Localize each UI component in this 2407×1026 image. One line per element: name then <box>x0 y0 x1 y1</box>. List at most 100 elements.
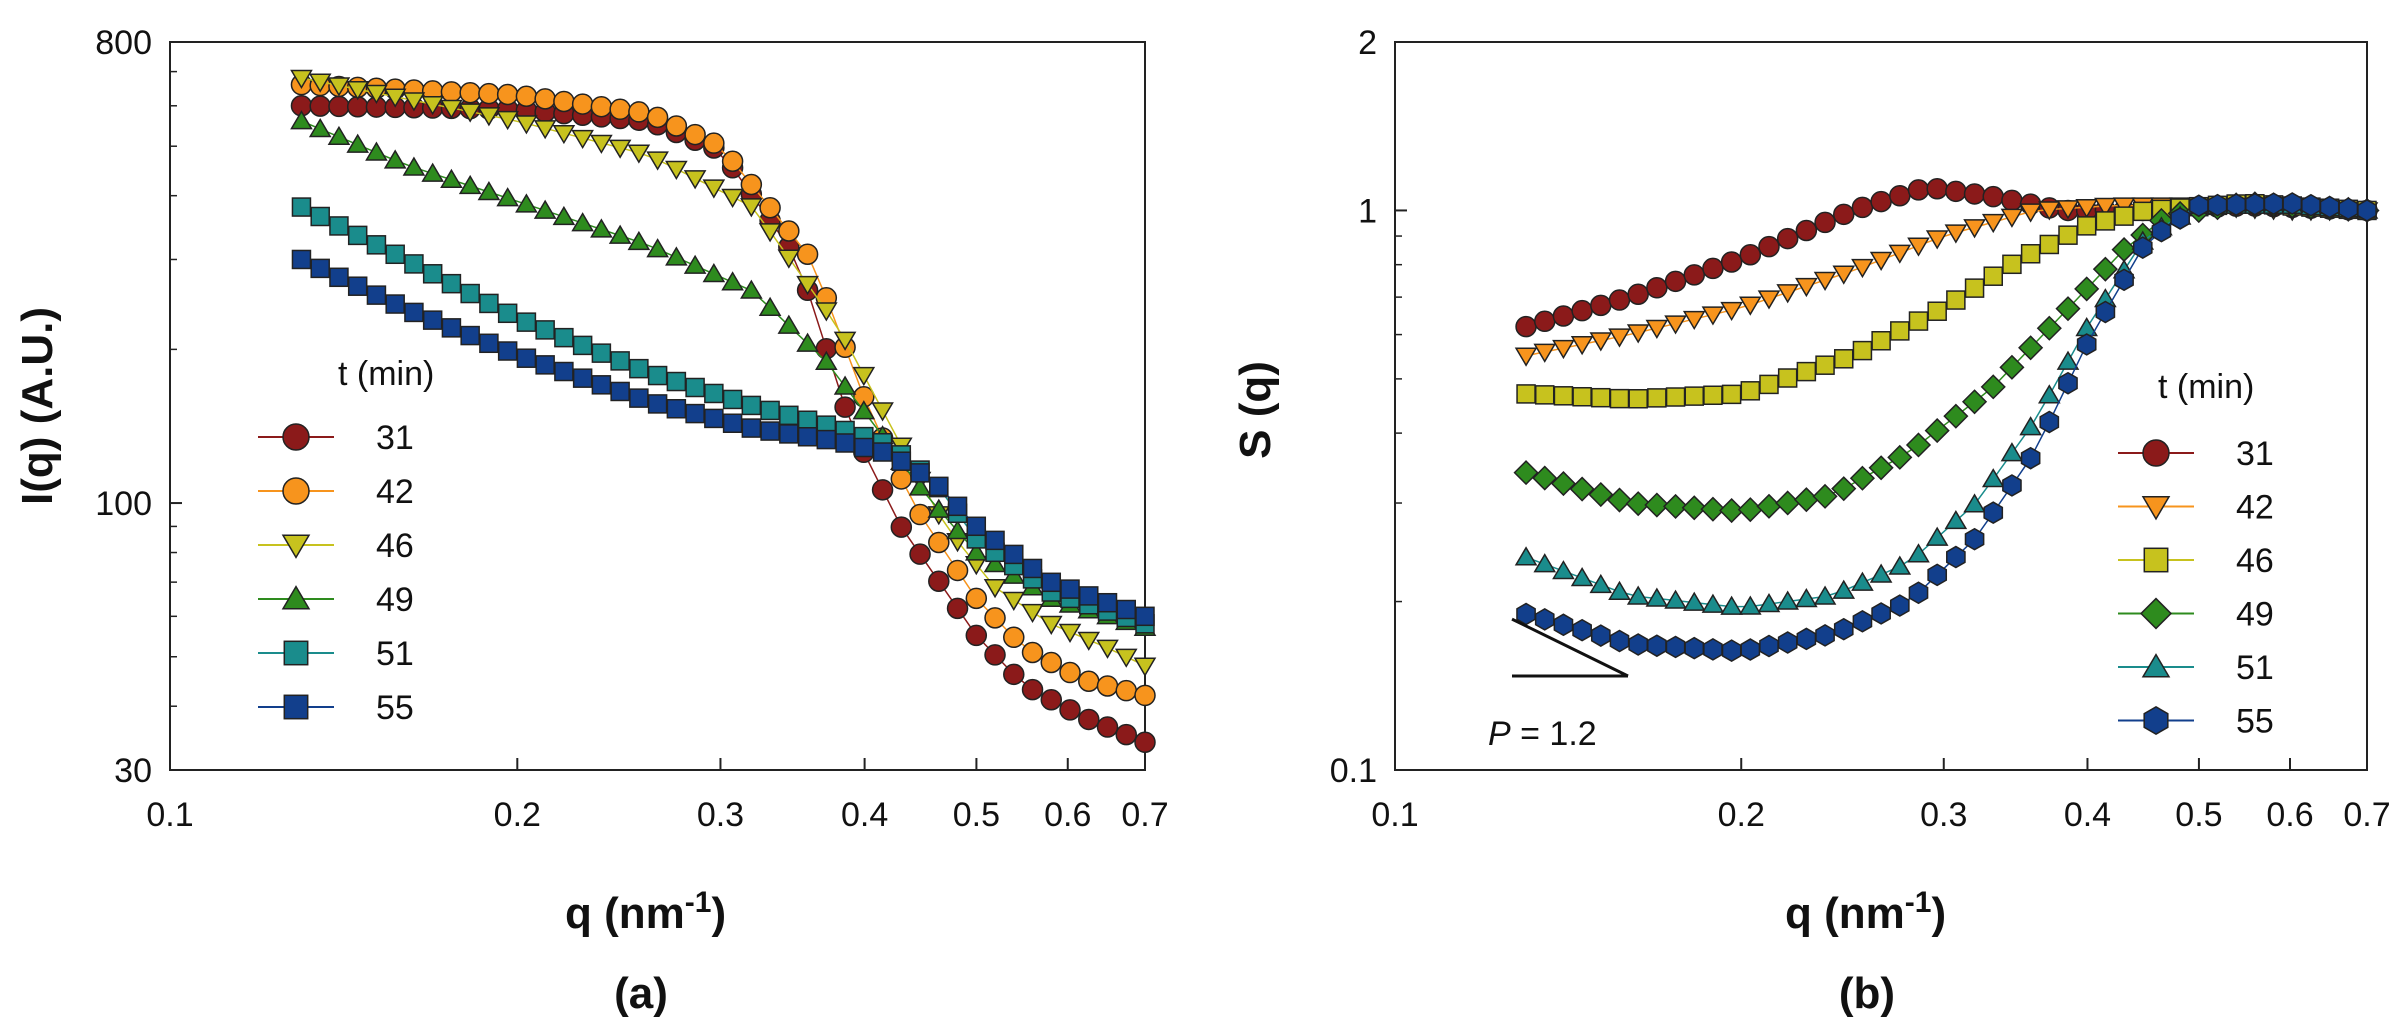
data-point <box>1040 689 1063 711</box>
x-tick-label: 0.7 <box>1121 796 1168 834</box>
data-point <box>985 530 1005 551</box>
data-point <box>441 273 462 294</box>
data-point <box>516 348 537 368</box>
data-point <box>871 479 894 501</box>
legend-marker <box>2141 496 2171 521</box>
data-point <box>2132 201 2153 222</box>
x-tick-label: 0.5 <box>953 796 1000 834</box>
data-point <box>1553 386 1574 406</box>
data-point <box>1513 460 1539 486</box>
data-point <box>704 408 724 429</box>
data-point <box>1720 595 1743 615</box>
data-point <box>1983 501 2004 525</box>
data-point <box>1907 237 1930 257</box>
data-point <box>291 197 312 217</box>
data-point <box>2058 371 2078 395</box>
data-point <box>552 205 576 226</box>
data-point <box>1852 609 1873 633</box>
data-point <box>535 355 555 375</box>
data-point <box>1662 493 1689 519</box>
data-point <box>796 275 819 296</box>
x-tick-label: 0.1 <box>146 796 193 834</box>
data-point <box>329 216 349 236</box>
data-point <box>946 597 969 620</box>
data-point <box>1004 544 1024 565</box>
data-point <box>1040 651 1063 674</box>
data-point <box>1058 623 1082 643</box>
data-point <box>1721 639 1742 663</box>
data-point <box>628 101 650 123</box>
data-point <box>1021 603 1044 624</box>
legend-marker <box>2142 439 2170 467</box>
data-point <box>929 476 949 497</box>
legend-entry-42: 42 <box>2118 489 2274 527</box>
data-point <box>1059 699 1081 721</box>
data-point <box>479 293 499 314</box>
data-point <box>1757 593 1781 613</box>
x-tick-label: 0.3 <box>697 796 744 834</box>
data-point <box>1664 589 1687 609</box>
data-point <box>815 350 838 371</box>
panel-a-label: (a) <box>614 969 668 1018</box>
panel-b-series <box>1513 177 2380 663</box>
data-point <box>1514 546 1538 566</box>
legend-marker <box>2143 705 2169 736</box>
data-point <box>683 170 707 190</box>
data-point <box>2020 446 2041 470</box>
data-point <box>1134 684 1156 707</box>
data-point <box>1832 265 1856 285</box>
data-point <box>1943 403 1969 429</box>
data-point <box>1114 648 1138 668</box>
data-point <box>646 238 669 258</box>
data-point <box>983 553 1007 573</box>
data-point <box>1963 183 1986 205</box>
series-55 <box>291 249 1155 627</box>
legend-marker <box>281 534 311 559</box>
data-point <box>646 151 669 171</box>
data-point <box>1926 177 1948 200</box>
data-point <box>533 199 557 219</box>
legend-label: 31 <box>376 419 414 457</box>
data-point <box>2207 193 2228 217</box>
data-point <box>2020 244 2041 264</box>
data-point <box>1625 491 1651 517</box>
data-point <box>383 88 407 108</box>
data-point <box>608 139 632 159</box>
data-point <box>1737 497 1763 523</box>
data-point <box>1665 635 1686 659</box>
legend-entry-46: 46 <box>2118 542 2274 580</box>
data-point <box>1945 180 1967 203</box>
data-point <box>1833 349 1854 369</box>
data-point <box>1078 708 1100 731</box>
panel-a-series <box>290 69 1157 753</box>
data-point <box>1888 244 1912 264</box>
data-point <box>496 83 519 106</box>
data-point <box>1134 731 1156 753</box>
legend-marker <box>282 423 310 451</box>
x-tick-label: 0.5 <box>2175 796 2222 834</box>
data-point <box>1776 284 1799 304</box>
data-point <box>1003 626 1025 649</box>
data-point <box>422 310 443 330</box>
data-point <box>722 389 743 410</box>
x-tick-label: 0.6 <box>2266 796 2313 834</box>
data-point <box>1590 294 1612 317</box>
data-point <box>721 188 744 208</box>
data-point <box>328 95 350 118</box>
data-point <box>741 418 762 438</box>
legend-marker <box>283 694 309 720</box>
data-point <box>627 144 651 164</box>
data-point <box>722 413 743 433</box>
data-point <box>2039 234 2060 255</box>
data-point <box>2037 201 2061 221</box>
data-point <box>1684 386 1704 406</box>
data-point <box>983 579 1007 599</box>
data-point <box>1646 277 1668 299</box>
data-point <box>2018 335 2044 361</box>
data-point <box>591 375 612 395</box>
data-point <box>327 125 351 146</box>
data-point <box>759 196 781 219</box>
data-point <box>590 95 613 118</box>
data-point <box>1534 385 1555 405</box>
data-point <box>1851 196 1874 219</box>
